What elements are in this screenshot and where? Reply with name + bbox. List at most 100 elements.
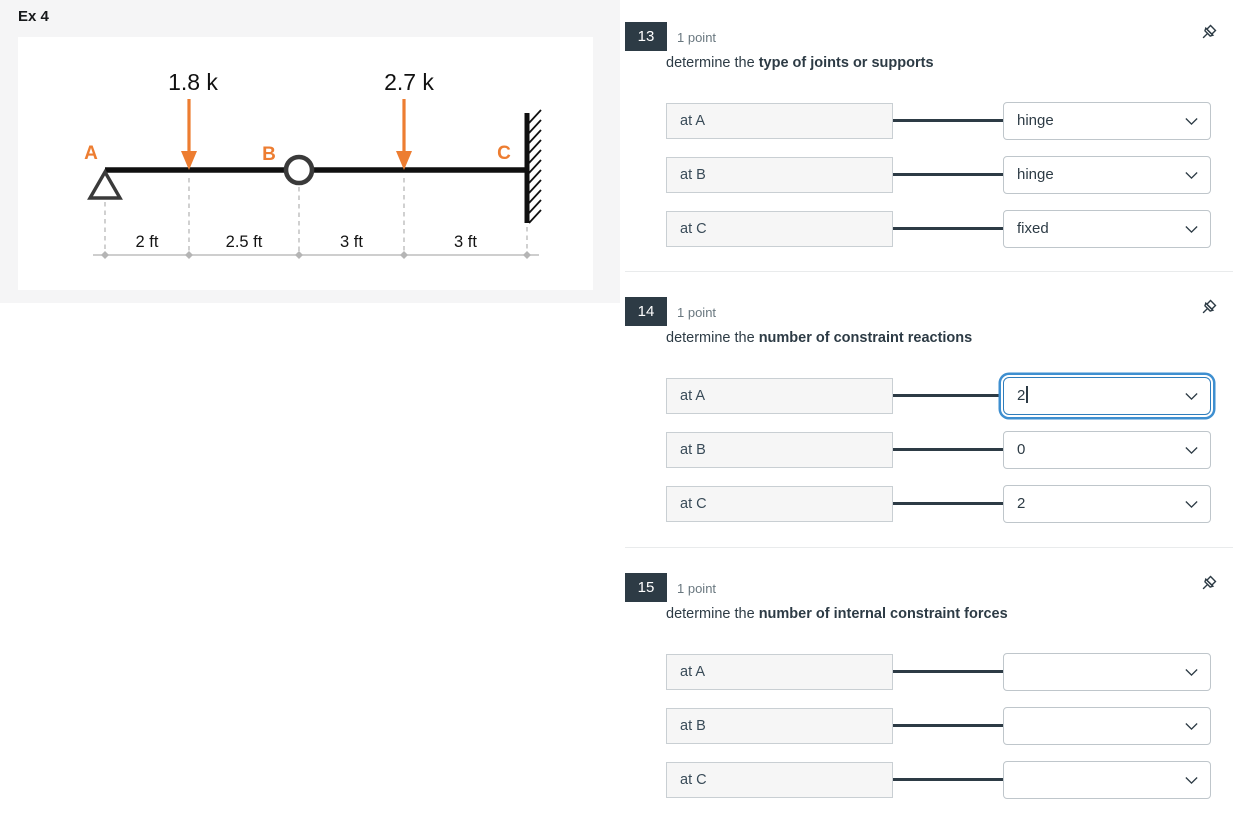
pushpin-icon[interactable] xyxy=(1197,24,1217,44)
match-connector-line xyxy=(893,724,1003,727)
dim-label-1: 2 ft xyxy=(136,233,159,251)
chevron-down-icon[interactable] xyxy=(1184,719,1199,734)
chevron-down-icon[interactable] xyxy=(1184,114,1199,129)
pushpin-icon[interactable] xyxy=(1197,575,1217,595)
force-arrow-2 xyxy=(396,99,412,170)
answer-dropdown-at-c[interactable]: fixed xyxy=(1003,210,1211,248)
question-prompt: determine the type of joints or supports xyxy=(666,55,934,71)
match-item-label: at C xyxy=(680,496,707,512)
match-item-at-c: at C xyxy=(666,211,893,247)
point-label-c: C xyxy=(497,143,511,164)
match-item-label: at A xyxy=(680,388,705,404)
point-label-b: B xyxy=(262,144,276,165)
prompt-bold: number of internal constraint forces xyxy=(758,606,1008,622)
chevron-down-icon[interactable] xyxy=(1184,665,1199,680)
match-row: at C 2 xyxy=(666,485,1212,523)
pushpin-icon[interactable] xyxy=(1197,299,1217,319)
force-label-1: 1.8 k xyxy=(168,69,218,95)
match-row: at A xyxy=(666,653,1212,691)
match-item-label: at B xyxy=(680,167,706,183)
pin-support-triangle xyxy=(87,168,123,200)
question-15: 15 1 point determine the number of inter… xyxy=(625,573,1233,805)
match-row: at B xyxy=(666,707,1212,745)
match-item-at-a: at A xyxy=(666,103,893,139)
match-item-label: at C xyxy=(680,772,707,788)
dropdown-value: hinge xyxy=(1017,112,1054,129)
question-number-badge: 13 xyxy=(625,22,667,51)
answer-dropdown-at-b[interactable] xyxy=(1003,707,1211,745)
prompt-prefix: determine the xyxy=(666,55,759,71)
match-connector-line xyxy=(893,502,1003,505)
match-item-at-c: at C xyxy=(666,762,893,798)
dim-label-4: 3 ft xyxy=(454,233,477,251)
dim-label-3: 3 ft xyxy=(340,233,363,251)
prompt-prefix: determine the xyxy=(666,606,759,622)
chevron-down-icon[interactable] xyxy=(1184,168,1199,183)
match-connector-line xyxy=(893,227,1003,230)
answer-dropdown-at-c[interactable] xyxy=(1003,761,1211,799)
match-row: at B 0 xyxy=(666,431,1212,469)
diagram-panel: Ex 4 xyxy=(0,0,620,303)
question-number-badge: 14 xyxy=(625,297,667,326)
prompt-prefix: determine the xyxy=(666,330,759,346)
match-row: at C xyxy=(666,761,1212,799)
answer-dropdown-at-a[interactable]: hinge xyxy=(1003,102,1211,140)
match-item-at-a: at A xyxy=(666,654,893,690)
question-points: 1 point xyxy=(677,30,717,45)
match-connector-line xyxy=(893,173,1003,176)
dropdown-value: hinge xyxy=(1017,166,1054,183)
question-number-badge: 15 xyxy=(625,573,667,602)
section-divider xyxy=(625,271,1233,272)
match-connector-line xyxy=(893,778,1003,781)
chevron-down-icon[interactable] xyxy=(1184,773,1199,788)
beam-diagram-card: 2 ft 2.5 ft 3 ft 3 ft xyxy=(18,37,593,290)
question-points: 1 point xyxy=(677,305,717,320)
prompt-bold: number of constraint reactions xyxy=(758,330,973,346)
answer-dropdown-at-b[interactable]: 0 xyxy=(1003,431,1211,469)
prompt-bold: type of joints or supports xyxy=(758,55,934,71)
dropdown-value: 2 xyxy=(1017,495,1026,512)
answer-dropdown-at-a-focused[interactable]: 2 xyxy=(1003,377,1211,415)
match-item-label: at B xyxy=(680,442,706,458)
question-prompt: determine the number of internal constra… xyxy=(666,606,1008,622)
match-row: at A hinge xyxy=(666,102,1212,140)
match-item-at-b: at B xyxy=(666,432,893,468)
dropdown-value: 2 xyxy=(1017,378,1028,414)
match-item-label: at C xyxy=(680,221,707,237)
match-item-label: at A xyxy=(680,113,705,129)
answer-dropdown-at-c[interactable]: 2 xyxy=(1003,485,1211,523)
match-item-label: at A xyxy=(680,664,705,680)
projection-lines xyxy=(104,178,528,252)
match-item-at-b: at B xyxy=(666,157,893,193)
dimension-markers xyxy=(101,251,531,259)
point-label-a: A xyxy=(84,143,98,164)
match-row: at C fixed xyxy=(666,210,1212,248)
chevron-down-icon[interactable] xyxy=(1184,222,1199,237)
section-divider xyxy=(625,547,1233,548)
internal-hinge-circle xyxy=(283,154,315,186)
force-arrow-1 xyxy=(181,99,197,170)
chevron-down-icon[interactable] xyxy=(1184,443,1199,458)
dropdown-value: 0 xyxy=(1017,441,1026,458)
match-item-at-b: at B xyxy=(666,708,893,744)
question-prompt: determine the number of constraint react… xyxy=(666,330,972,346)
question-points: 1 point xyxy=(677,581,717,596)
match-connector-line xyxy=(893,394,1003,397)
answer-dropdown-at-a[interactable] xyxy=(1003,653,1211,691)
question-14: 14 1 point determine the number of const… xyxy=(625,297,1233,529)
chevron-down-icon[interactable] xyxy=(1184,389,1199,404)
question-13: 13 1 point determine the type of joints … xyxy=(625,22,1233,254)
force-label-2: 2.7 k xyxy=(384,69,434,95)
match-item-label: at B xyxy=(680,718,706,734)
match-connector-line xyxy=(893,448,1003,451)
wall-hatching xyxy=(528,109,542,224)
chevron-down-icon[interactable] xyxy=(1184,497,1199,512)
dropdown-value-text: 2 xyxy=(1017,387,1026,404)
match-item-at-c: at C xyxy=(666,486,893,522)
exercise-title: Ex 4 xyxy=(18,8,49,25)
answer-dropdown-at-b[interactable]: hinge xyxy=(1003,156,1211,194)
beam-diagram: 2 ft 2.5 ft 3 ft 3 ft xyxy=(84,69,542,259)
text-cursor xyxy=(1026,386,1028,403)
match-row: at A 2 xyxy=(666,377,1212,415)
